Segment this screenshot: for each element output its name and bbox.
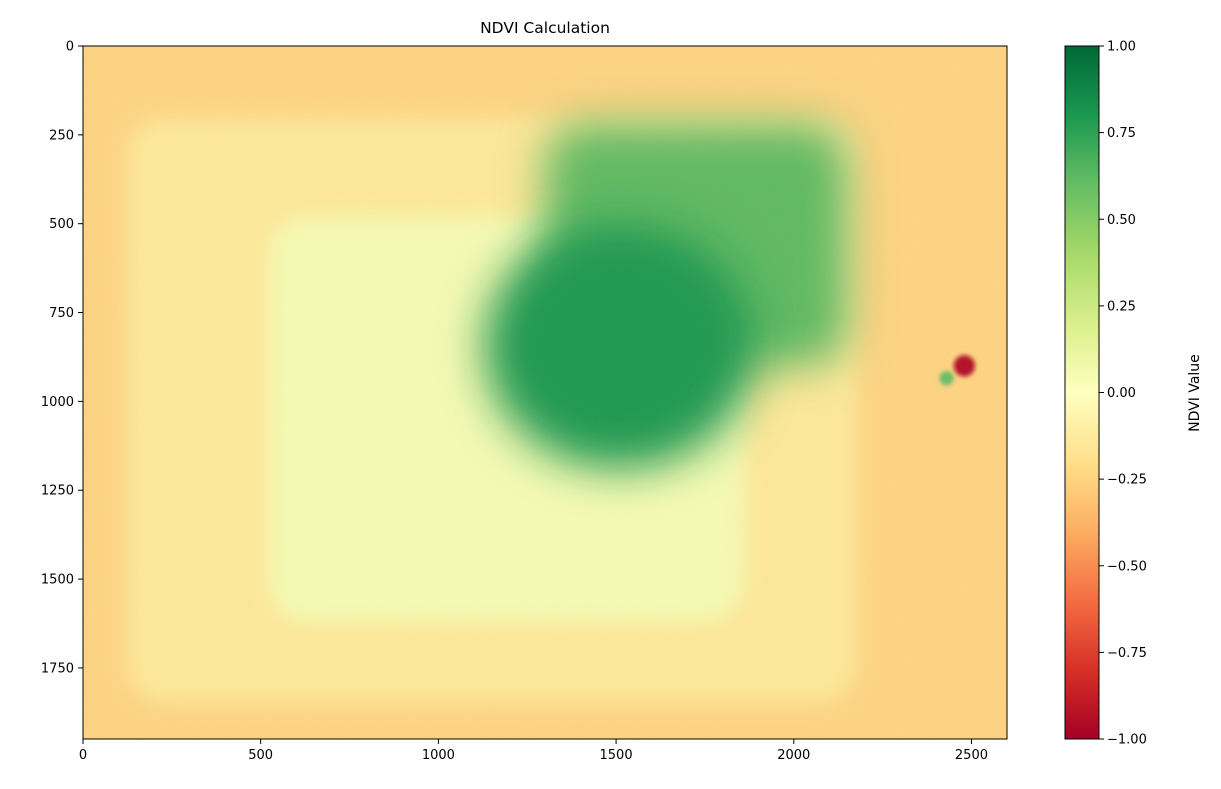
x-tick-label: 0 <box>79 748 87 763</box>
x-tick-label: 1500 <box>600 748 633 763</box>
x-tick-label: 500 <box>248 748 273 763</box>
y-tick-label: 1250 <box>41 484 74 499</box>
colorbar-tick-label: −1.00 <box>1107 733 1147 748</box>
y-tick-label: 250 <box>49 128 74 143</box>
x-tick-label: 2000 <box>777 748 810 763</box>
colorbar-tick-label: −0.75 <box>1107 646 1147 661</box>
colorbar-tick-label: 1.00 <box>1107 40 1136 55</box>
colorbar-tick-label: 0.50 <box>1107 213 1136 228</box>
colorbar-tick-label: 0.75 <box>1107 126 1136 141</box>
colorbar-tick-label: 0.00 <box>1107 386 1136 401</box>
colorbar-tick-label: 0.25 <box>1107 299 1136 314</box>
y-tick-label: 1000 <box>41 395 74 410</box>
chart-title: NDVI Calculation <box>480 19 610 37</box>
y-tick-label: 0 <box>66 40 74 55</box>
colorbar-tick-label: −0.25 <box>1107 473 1147 488</box>
colorbar: 1.00 0.75 0.50 0.25 0.00 −0.25 −0.50 −0.75 −1.00… <box>1064 40 1203 748</box>
x-tick-label: 2500 <box>955 748 988 763</box>
y-tick-label: 750 <box>49 306 74 321</box>
y-tick-label: 1500 <box>41 573 74 588</box>
y-tick-label: 500 <box>49 217 74 232</box>
colorbar-label: NDVI Value <box>1187 354 1203 432</box>
plot-frame <box>82 45 1008 740</box>
x-tick-label: 1000 <box>422 748 455 763</box>
x-axis: 0 500 1000 1500 2000 2500 <box>79 739 988 763</box>
colorbar-gradient <box>1064 45 1100 740</box>
y-axis: 0 250 500 750 1000 1250 1500 1750 <box>41 40 83 676</box>
colorbar-tick-label: −0.50 <box>1107 559 1147 574</box>
y-tick-label: 1750 <box>41 661 74 676</box>
heatmap-area <box>83 46 1007 739</box>
